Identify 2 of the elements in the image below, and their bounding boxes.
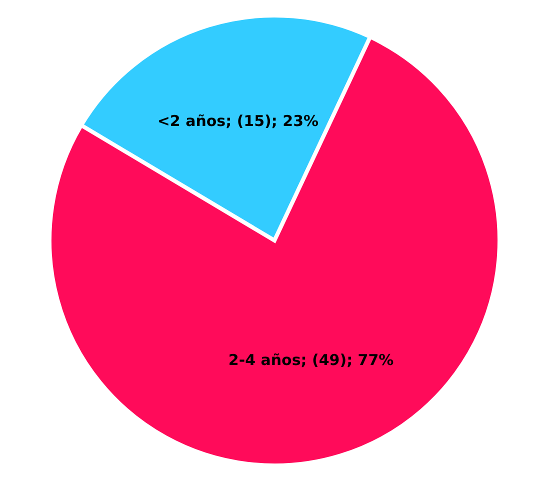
slice-label: <2 años; (15); 23% bbox=[157, 112, 319, 130]
slice-label: 2-4 años; (49); 77% bbox=[228, 351, 394, 370]
